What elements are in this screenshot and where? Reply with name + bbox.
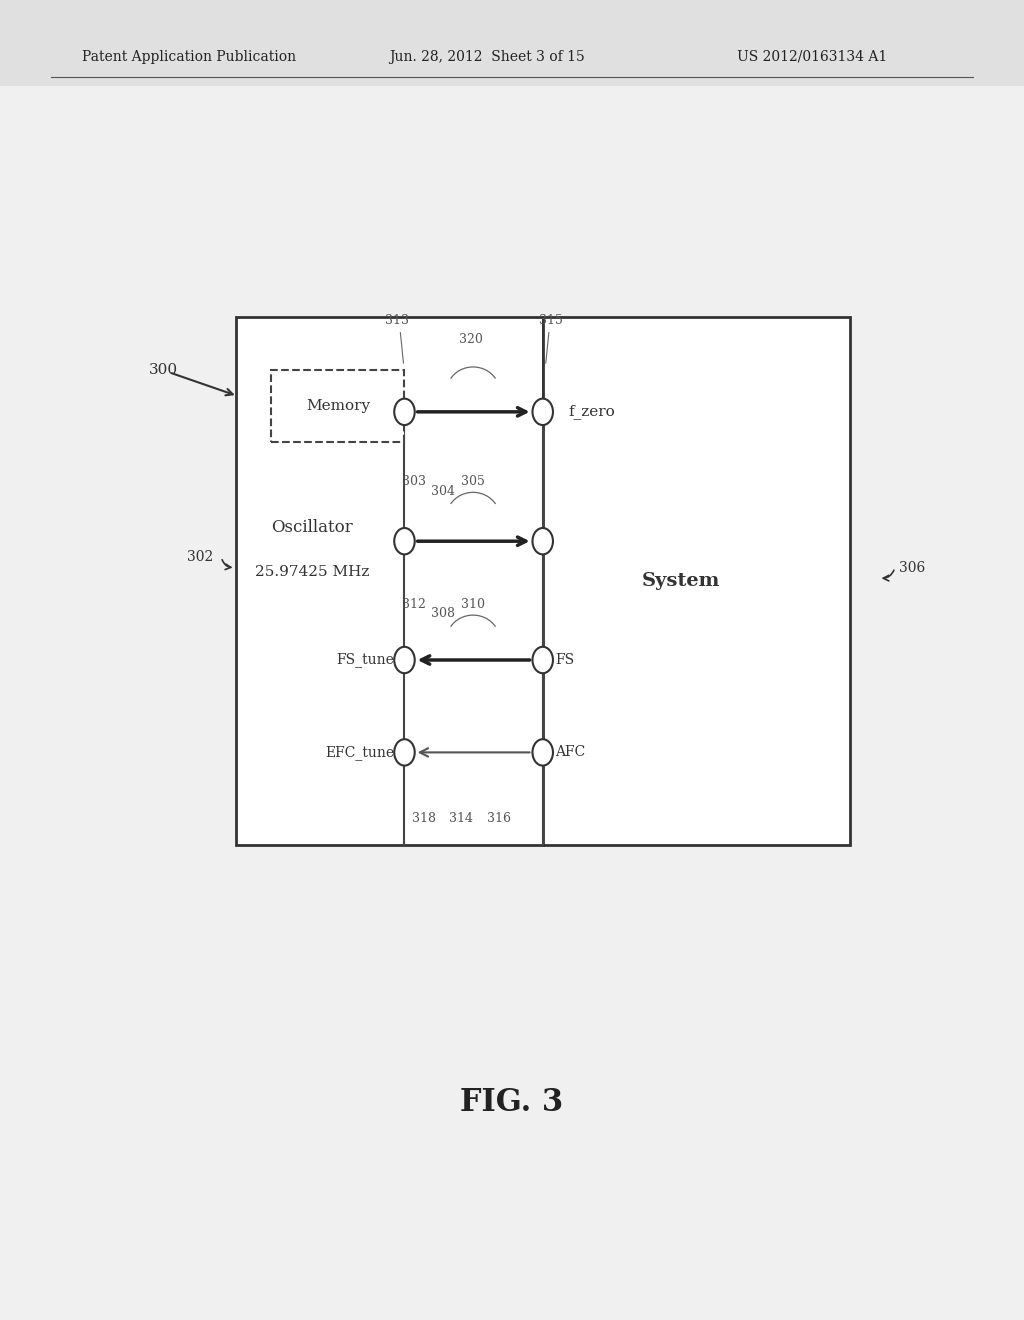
Bar (236, 317, 543, 845)
Text: FS_tune: FS_tune (336, 652, 394, 668)
Circle shape (532, 647, 553, 673)
Text: 304: 304 (431, 484, 456, 498)
Text: US 2012/0163134 A1: US 2012/0163134 A1 (737, 50, 888, 63)
Text: FIG. 3: FIG. 3 (461, 1086, 563, 1118)
Text: AFC: AFC (555, 746, 586, 759)
FancyBboxPatch shape (0, 0, 1024, 86)
Text: FS: FS (555, 653, 574, 667)
Circle shape (394, 528, 415, 554)
Bar (543, 317, 850, 845)
Text: EFC_tune: EFC_tune (325, 744, 394, 760)
Text: 303: 303 (401, 475, 426, 488)
Text: 313: 313 (385, 314, 410, 327)
Circle shape (532, 739, 553, 766)
Text: Jun. 28, 2012  Sheet 3 of 15: Jun. 28, 2012 Sheet 3 of 15 (389, 50, 585, 63)
Circle shape (394, 647, 415, 673)
Text: 310: 310 (461, 598, 485, 611)
Circle shape (394, 739, 415, 766)
Text: Patent Application Publication: Patent Application Publication (82, 50, 296, 63)
Text: System: System (642, 572, 720, 590)
Text: 316: 316 (486, 812, 511, 825)
Circle shape (394, 399, 415, 425)
Text: f_zero: f_zero (568, 404, 615, 420)
Text: 318: 318 (412, 812, 436, 825)
Text: 305: 305 (461, 475, 485, 488)
Circle shape (532, 399, 553, 425)
Text: 308: 308 (431, 607, 456, 620)
Text: 314: 314 (449, 812, 473, 825)
Text: 300: 300 (148, 363, 177, 376)
Text: 315: 315 (539, 314, 563, 327)
Text: 302: 302 (186, 550, 213, 564)
Bar (271, 370, 404, 442)
Text: Memory: Memory (306, 399, 370, 413)
Text: 312: 312 (401, 598, 426, 611)
Text: 320: 320 (459, 333, 483, 346)
Text: 25.97425 MHz: 25.97425 MHz (255, 565, 370, 578)
Text: 306: 306 (899, 561, 926, 574)
Circle shape (532, 528, 553, 554)
Text: Oscillator: Oscillator (271, 520, 353, 536)
